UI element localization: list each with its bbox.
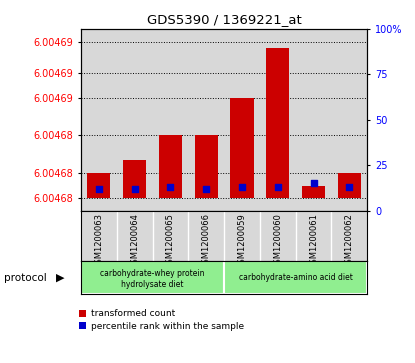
Point: [346, 184, 353, 190]
Legend: transformed count, percentile rank within the sample: transformed count, percentile rank withi…: [79, 309, 244, 331]
Bar: [266, 48, 289, 198]
Text: GSM1200062: GSM1200062: [345, 213, 354, 269]
Bar: [117, 29, 152, 211]
Text: GSM1200065: GSM1200065: [166, 213, 175, 269]
Text: GSM1200064: GSM1200064: [130, 213, 139, 269]
Point: [239, 184, 245, 190]
Text: carbohydrate-whey protein: carbohydrate-whey protein: [100, 269, 205, 278]
Point: [95, 186, 102, 192]
Bar: [260, 29, 295, 211]
Text: GSM1200063: GSM1200063: [94, 213, 103, 269]
Bar: [302, 185, 325, 198]
Text: GSM1200066: GSM1200066: [202, 213, 211, 269]
Bar: [195, 135, 218, 198]
Text: GSM1200060: GSM1200060: [273, 213, 282, 269]
Point: [203, 186, 210, 192]
Bar: [87, 173, 110, 198]
Bar: [338, 173, 361, 198]
Text: hydrolysate diet: hydrolysate diet: [121, 280, 184, 289]
Bar: [224, 261, 367, 294]
Text: carbohydrate-amino acid diet: carbohydrate-amino acid diet: [239, 273, 353, 282]
Bar: [123, 160, 146, 198]
Text: ▶: ▶: [56, 273, 64, 283]
Bar: [295, 29, 332, 211]
Text: GSM1200061: GSM1200061: [309, 213, 318, 269]
Bar: [153, 29, 188, 211]
Bar: [332, 29, 367, 211]
Point: [131, 186, 138, 192]
Point: [310, 180, 317, 186]
Text: protocol: protocol: [4, 273, 47, 283]
Bar: [81, 261, 224, 294]
Point: [274, 184, 281, 190]
Title: GDS5390 / 1369221_at: GDS5390 / 1369221_at: [147, 13, 301, 26]
Point: [167, 184, 174, 190]
Bar: [81, 29, 117, 211]
Bar: [224, 29, 260, 211]
Bar: [188, 29, 224, 211]
Text: GSM1200059: GSM1200059: [237, 213, 247, 269]
Bar: [159, 135, 182, 198]
Bar: [230, 98, 254, 198]
